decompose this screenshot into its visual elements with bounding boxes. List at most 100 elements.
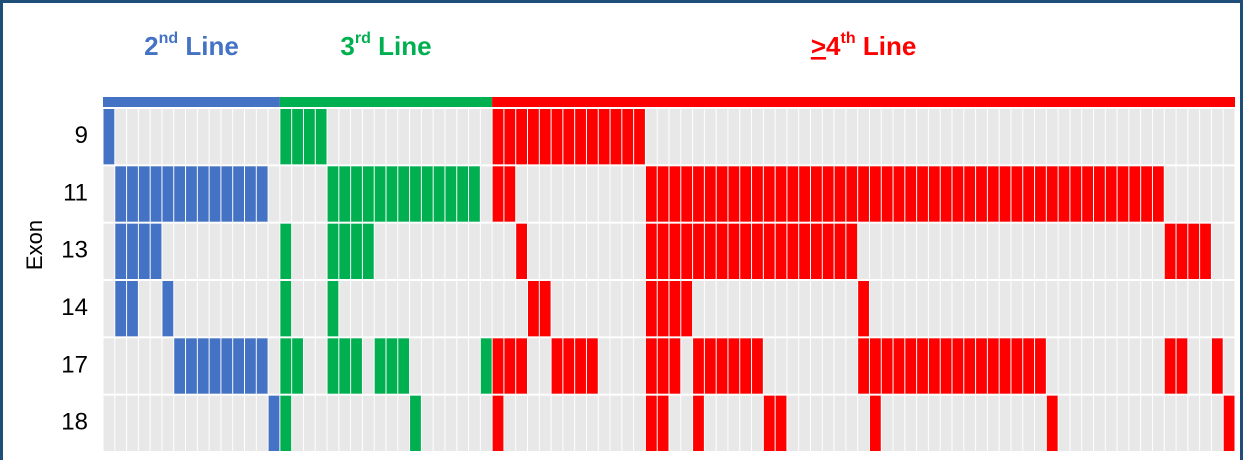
cell [834,166,846,222]
empty-cell [1105,109,1117,165]
empty-cell [1046,281,1058,337]
cell [645,166,657,222]
empty-cell [1223,281,1235,337]
empty-cell [551,395,563,451]
empty-cell [704,395,716,451]
empty-cell [138,338,150,394]
empty-cell [999,223,1011,279]
cell [504,338,516,394]
cell [280,109,292,165]
title-part: Line [856,31,917,61]
row-label: 14 [61,294,88,321]
empty-cell [103,281,115,337]
empty-cell [174,395,186,451]
empty-cell [1152,223,1164,279]
empty-cell [256,109,268,165]
empty-cell [209,281,221,337]
empty-cell [245,281,256,337]
empty-cell [1200,166,1211,222]
empty-cell [1200,338,1211,394]
cell [362,223,374,279]
cell [386,166,398,222]
empty-cell [138,281,150,337]
empty-cell [598,281,610,337]
cell [987,166,999,222]
empty-cell [1023,109,1035,165]
empty-cell [386,223,398,279]
empty-cell [610,166,622,222]
empty-cell [622,395,634,451]
empty-cell [999,395,1011,451]
group-bar [103,97,280,107]
empty-cell [575,223,586,279]
cell [516,109,527,165]
empty-cell [740,109,752,165]
empty-cell [1223,338,1235,394]
cell [504,166,516,222]
group-title: 3rd Line [340,30,431,61]
empty-cell [1129,223,1141,279]
cell [1164,223,1176,279]
cell [1176,338,1188,394]
empty-cell [421,281,433,337]
cell [940,166,952,222]
empty-cell [775,109,787,165]
cell [846,166,858,222]
cell [245,166,256,222]
empty-cell [197,109,209,165]
empty-cell [858,395,869,451]
cell [775,223,787,279]
empty-cell [586,223,598,279]
empty-cell [893,281,905,337]
empty-cell [693,109,704,165]
empty-cell [881,281,893,337]
empty-cell [1223,109,1235,165]
empty-cell [386,109,398,165]
empty-cell [480,109,492,165]
y-axis-label: Exon [22,220,47,270]
empty-cell [445,338,457,394]
cell [858,338,869,394]
empty-cell [940,109,952,165]
empty-cell [339,395,351,451]
cell [716,338,728,394]
empty-cell [362,109,374,165]
cell [138,223,150,279]
cell [1058,166,1070,222]
cell [964,338,976,394]
empty-cell [528,338,539,394]
empty-cell [716,395,728,451]
cell [740,338,752,394]
cell [763,395,775,451]
empty-cell [976,223,987,279]
cell [928,338,940,394]
title-part: Line [371,31,432,61]
empty-cell [292,395,303,451]
cell [1141,166,1152,222]
cell [881,338,893,394]
cell [869,166,881,222]
empty-cell [1058,109,1070,165]
empty-cell [834,395,846,451]
empty-cell [858,223,869,279]
cell [787,223,799,279]
empty-cell [598,223,610,279]
cell [598,109,610,165]
empty-cell [610,281,622,337]
empty-cell [834,281,846,337]
cell [115,166,127,222]
empty-cell [351,281,362,337]
empty-cell [834,109,846,165]
empty-cell [433,338,445,394]
cell [740,223,752,279]
empty-cell [1164,109,1176,165]
cell [292,338,303,394]
empty-cell [669,109,681,165]
empty-cell [1011,395,1023,451]
empty-cell [398,109,410,165]
empty-cell [421,338,433,394]
empty-cell [1117,338,1129,394]
cell [657,338,669,394]
cell [1035,338,1046,394]
